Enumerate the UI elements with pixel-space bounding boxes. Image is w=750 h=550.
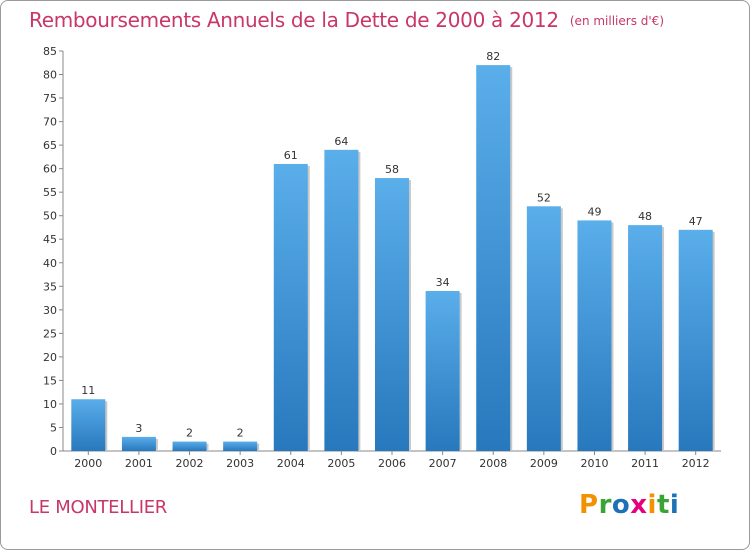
logo-letter: r (598, 490, 612, 520)
y-tick-label: 80 (43, 69, 57, 82)
data-label: 34 (436, 276, 450, 289)
y-tick-label: 35 (43, 280, 57, 293)
data-label: 3 (135, 422, 142, 435)
data-label: 2 (237, 427, 244, 440)
data-label: 58 (385, 163, 399, 176)
x-tick-label: 2005 (327, 457, 355, 470)
logo-letter: P (579, 490, 599, 520)
x-tick-label: 2000 (74, 457, 102, 470)
data-label: 2 (186, 427, 193, 440)
x-tick-label: 2001 (125, 457, 153, 470)
logo-letter: i (669, 490, 680, 520)
logo-letter: t (656, 490, 670, 520)
bar-2003 (223, 441, 258, 451)
y-tick-label: 20 (43, 351, 57, 364)
bar-2007 (425, 291, 460, 451)
data-label: 64 (334, 135, 348, 148)
y-tick-label: 65 (43, 139, 57, 152)
data-label: 48 (638, 210, 652, 223)
chart-data-labels: 11 3 2 2 61 64 58 34 82 52 49 48 47 (81, 50, 702, 439)
title-row: Remboursements Annuels de la Dette de 20… (29, 8, 664, 32)
bar-2005 (324, 149, 359, 451)
y-tick-label: 0 (50, 445, 57, 458)
y-tick-label: 60 (43, 163, 57, 176)
chart-bars (71, 65, 715, 452)
data-label: 82 (486, 50, 500, 63)
x-tick-label: 2007 (429, 457, 457, 470)
y-tick-label: 30 (43, 304, 57, 317)
place-name: LE MONTELLIER (29, 497, 167, 518)
y-tick-label: 15 (43, 374, 57, 387)
x-tick-label: 2011 (631, 457, 659, 470)
bar-2006 (375, 178, 409, 451)
bar-2008 (476, 65, 511, 451)
logo-letter: x (630, 490, 648, 520)
x-tick-label: 2003 (226, 457, 254, 470)
bar-2004 (273, 163, 308, 452)
data-label: 47 (689, 215, 703, 228)
chart-axes: 0 5 10 15 20 25 30 35 40 45 50 55 60 65 70 75 80 85 2000 20… (43, 45, 721, 470)
chart-title: Remboursements Annuels de la Dette de 20… (29, 8, 559, 32)
logo-letter: o (611, 490, 631, 520)
y-tick-label: 25 (43, 327, 57, 340)
bar-2001 (121, 436, 156, 451)
y-tick-label: 70 (43, 116, 57, 129)
x-tick-label: 2004 (277, 457, 305, 470)
y-tick-label: 85 (43, 45, 57, 58)
y-tick-label: 5 (50, 421, 57, 434)
bar-2009 (526, 206, 561, 451)
y-tick-label: 50 (43, 210, 57, 223)
bar-2002 (172, 441, 207, 451)
data-label: 49 (587, 205, 601, 218)
y-tick-label: 55 (43, 186, 57, 199)
y-tick-label: 45 (43, 233, 57, 246)
bar-2010 (577, 220, 612, 451)
bar-2000 (71, 399, 106, 451)
x-tick-label: 2006 (378, 457, 406, 470)
x-tick-label: 2009 (530, 457, 558, 470)
proxiti-logo: Proxiti (579, 490, 679, 520)
x-tick-label: 2002 (176, 457, 204, 470)
y-tick-label: 10 (43, 398, 57, 411)
bar-2012 (678, 229, 713, 451)
x-tick-label: 2008 (479, 457, 507, 470)
bar-2011 (628, 225, 663, 451)
y-tick-label: 75 (43, 92, 57, 105)
x-tick-label: 2012 (682, 457, 710, 470)
y-tick-label: 40 (43, 257, 57, 270)
x-tick-label: 2010 (580, 457, 608, 470)
data-label: 61 (284, 149, 298, 162)
logo-letter: i (647, 490, 657, 520)
data-label: 11 (81, 384, 95, 397)
data-label: 52 (537, 191, 551, 204)
chart-subtitle: (en milliers d'€) (569, 14, 664, 28)
